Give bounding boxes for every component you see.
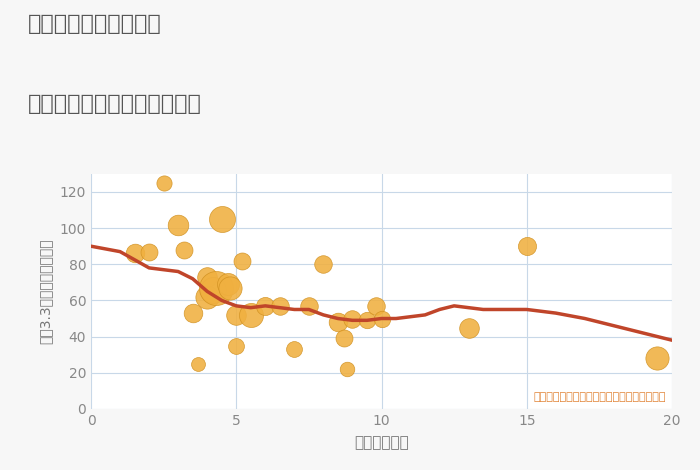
Text: 駅距離別中古マンション価格: 駅距離別中古マンション価格 [28, 94, 202, 114]
Point [172, 221, 183, 228]
Point [332, 318, 344, 326]
Point [274, 302, 286, 310]
Point [237, 257, 248, 265]
Point [463, 324, 475, 331]
Point [346, 315, 358, 322]
Text: 円の大きさは、取引のあった物件面積を示す: 円の大きさは、取引のあった物件面積を示す [533, 392, 666, 402]
Point [361, 317, 372, 324]
Point [289, 345, 300, 353]
Point [245, 311, 256, 319]
Point [210, 284, 221, 291]
Point [202, 293, 213, 301]
Point [521, 243, 532, 250]
Y-axis label: 坪（3.3㎡）単価（万円）: 坪（3.3㎡）単価（万円） [38, 239, 52, 344]
Point [338, 335, 349, 342]
Point [216, 215, 228, 223]
Point [370, 302, 382, 310]
Point [158, 179, 169, 187]
Point [652, 354, 663, 362]
X-axis label: 駅距離（分）: 駅距離（分） [354, 435, 409, 450]
Point [231, 342, 242, 349]
Point [303, 302, 314, 310]
Point [187, 309, 198, 317]
Text: 奈良県橿原市大軽町の: 奈良県橿原市大軽町の [28, 14, 162, 34]
Point [202, 273, 213, 281]
Point [193, 360, 204, 368]
Point [318, 260, 329, 268]
Point [231, 311, 242, 319]
Point [341, 365, 352, 373]
Point [178, 246, 190, 254]
Point [222, 281, 233, 288]
Point [225, 284, 236, 291]
Point [144, 248, 155, 255]
Point [376, 315, 387, 322]
Point [129, 250, 140, 257]
Point [207, 286, 218, 293]
Point [260, 302, 271, 310]
